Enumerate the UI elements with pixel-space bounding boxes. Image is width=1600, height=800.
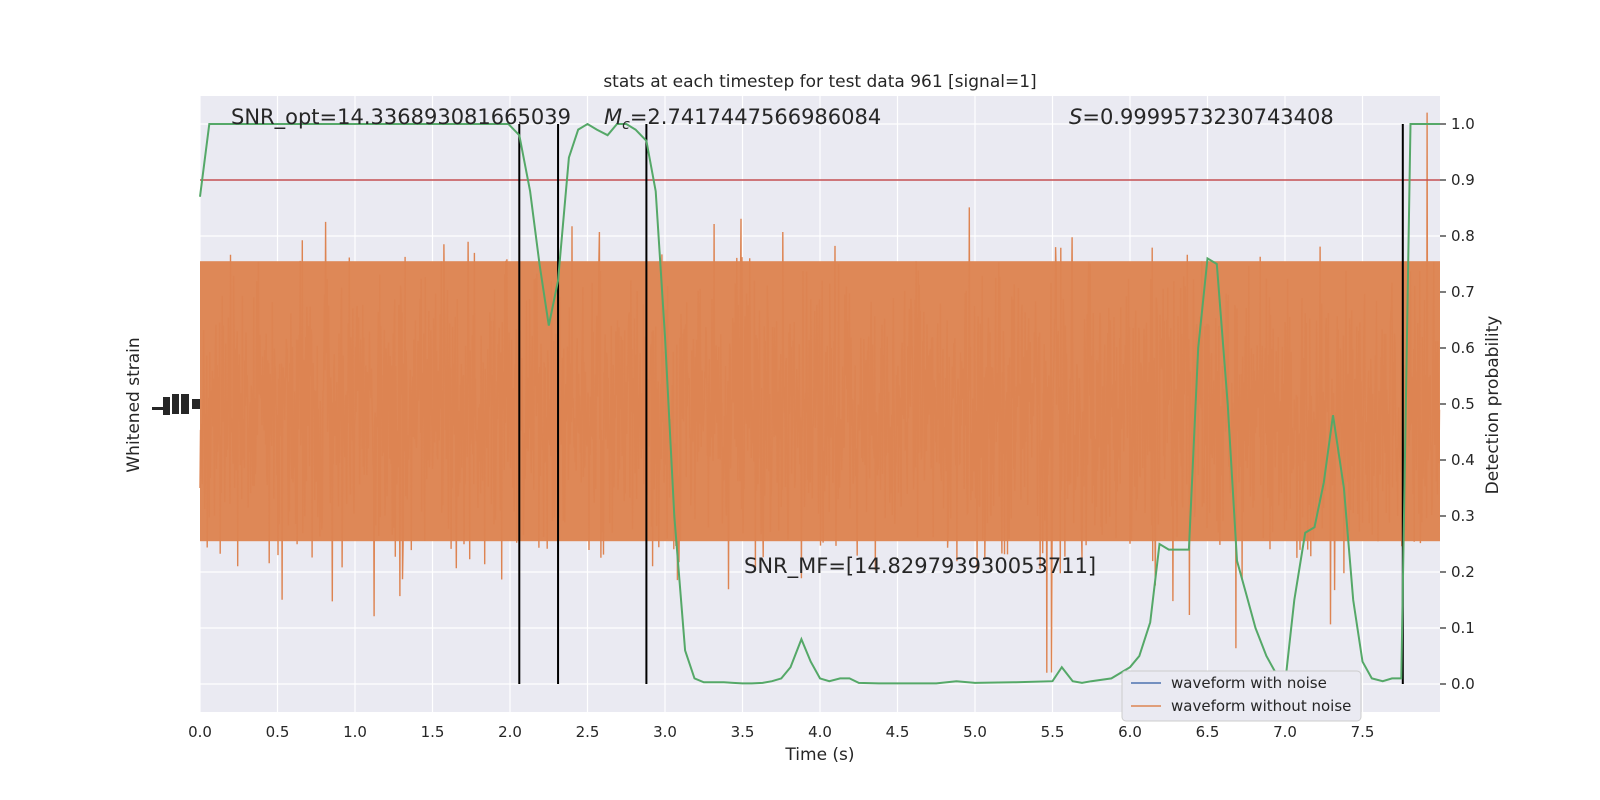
snr-opt-annotation: SNR_opt=14.336893081665039 bbox=[231, 105, 571, 130]
legend-box bbox=[1121, 670, 1362, 722]
legend: waveform with noise waveform without noi… bbox=[1121, 670, 1362, 722]
x-tick-label: 3.0 bbox=[653, 723, 677, 741]
x-tick-label: 5.0 bbox=[963, 723, 987, 741]
y-tick-label: 0.7 bbox=[1451, 283, 1475, 301]
y-tick-label: 0.1 bbox=[1451, 619, 1475, 637]
chirp-mass-symbol: M bbox=[604, 105, 622, 129]
left-tick-glyph bbox=[172, 394, 179, 414]
y-tick-label: 0.3 bbox=[1451, 507, 1475, 525]
x-tick-label: 4.5 bbox=[886, 723, 910, 741]
x-tick-label: 6.0 bbox=[1118, 723, 1142, 741]
legend-label-without-noise: waveform without noise bbox=[1171, 697, 1351, 715]
y-tick-label: 0.5 bbox=[1451, 395, 1475, 413]
y-tick-labels-right: 0.0 0.1 0.2 0.3 0.4 0.5 0.6 0.7 0.8 0.9 1.0 bbox=[1440, 115, 1475, 693]
x-tick-label: 6.5 bbox=[1196, 723, 1220, 741]
x-tick-label: 7.5 bbox=[1351, 723, 1375, 741]
y-tick-label: 0.2 bbox=[1451, 563, 1475, 581]
x-tick-label: 5.5 bbox=[1041, 723, 1065, 741]
y-tick-label: 0.9 bbox=[1451, 171, 1475, 189]
left-tick-glyph bbox=[181, 394, 189, 414]
s-annotation: S=0.9999573230743408 bbox=[1069, 105, 1334, 129]
snr-mf-annotation: SNR_MF=[14.829793930053711] bbox=[744, 554, 1096, 579]
x-axis-label: Time (s) bbox=[784, 745, 854, 765]
y-axis-label-right: Detection probability bbox=[1483, 316, 1503, 495]
detection-probability-line bbox=[199, 122, 1440, 687]
y-axis-label-left: Whitened strain bbox=[124, 337, 144, 472]
left-axis-collapsed-ticks bbox=[152, 394, 200, 415]
y-tick-label: 1.0 bbox=[1451, 115, 1475, 133]
y-tick-label: 0.6 bbox=[1451, 339, 1475, 357]
x-tick-label: 2.0 bbox=[498, 723, 522, 741]
y-tick-label: 0.4 bbox=[1451, 451, 1475, 469]
left-tick-glyph bbox=[192, 399, 200, 409]
x-tick-label: 1.0 bbox=[343, 723, 367, 741]
x-tick-label: 7.0 bbox=[1273, 723, 1297, 741]
x-tick-label: 0.5 bbox=[266, 723, 290, 741]
x-tick-label: 2.5 bbox=[576, 723, 600, 741]
x-tick-labels: 0.0 0.5 1.0 1.5 2.0 2.5 3.0 3.5 4.0 4.5 5.0 5.5 6.0 6… bbox=[188, 723, 1374, 741]
probability-series bbox=[199, 122, 1440, 687]
strain-line-without-noise bbox=[199, 112, 1441, 673]
s-symbol: S bbox=[1069, 105, 1082, 129]
y-tick-label: 0.8 bbox=[1451, 227, 1475, 245]
chirp-mass-subscript: c bbox=[622, 117, 630, 133]
y-tick-label: 0.0 bbox=[1451, 675, 1475, 693]
s-value: =0.9999573230743408 bbox=[1082, 105, 1333, 129]
left-tick-glyph bbox=[163, 397, 170, 415]
x-tick-label: 0.0 bbox=[188, 723, 212, 741]
left-tick-glyph bbox=[152, 407, 168, 410]
x-tick-label: 1.5 bbox=[421, 723, 445, 741]
chirp-mass-annotation: Mc=2.7417447566986084 bbox=[604, 105, 881, 133]
chart-title: stats at each timestep for test data 961… bbox=[603, 72, 1036, 92]
chirp-mass-value: =2.7417447566986084 bbox=[630, 105, 881, 129]
legend-label-with-noise: waveform with noise bbox=[1171, 674, 1327, 692]
x-tick-label: 4.0 bbox=[808, 723, 832, 741]
x-tick-label: 3.5 bbox=[731, 723, 755, 741]
